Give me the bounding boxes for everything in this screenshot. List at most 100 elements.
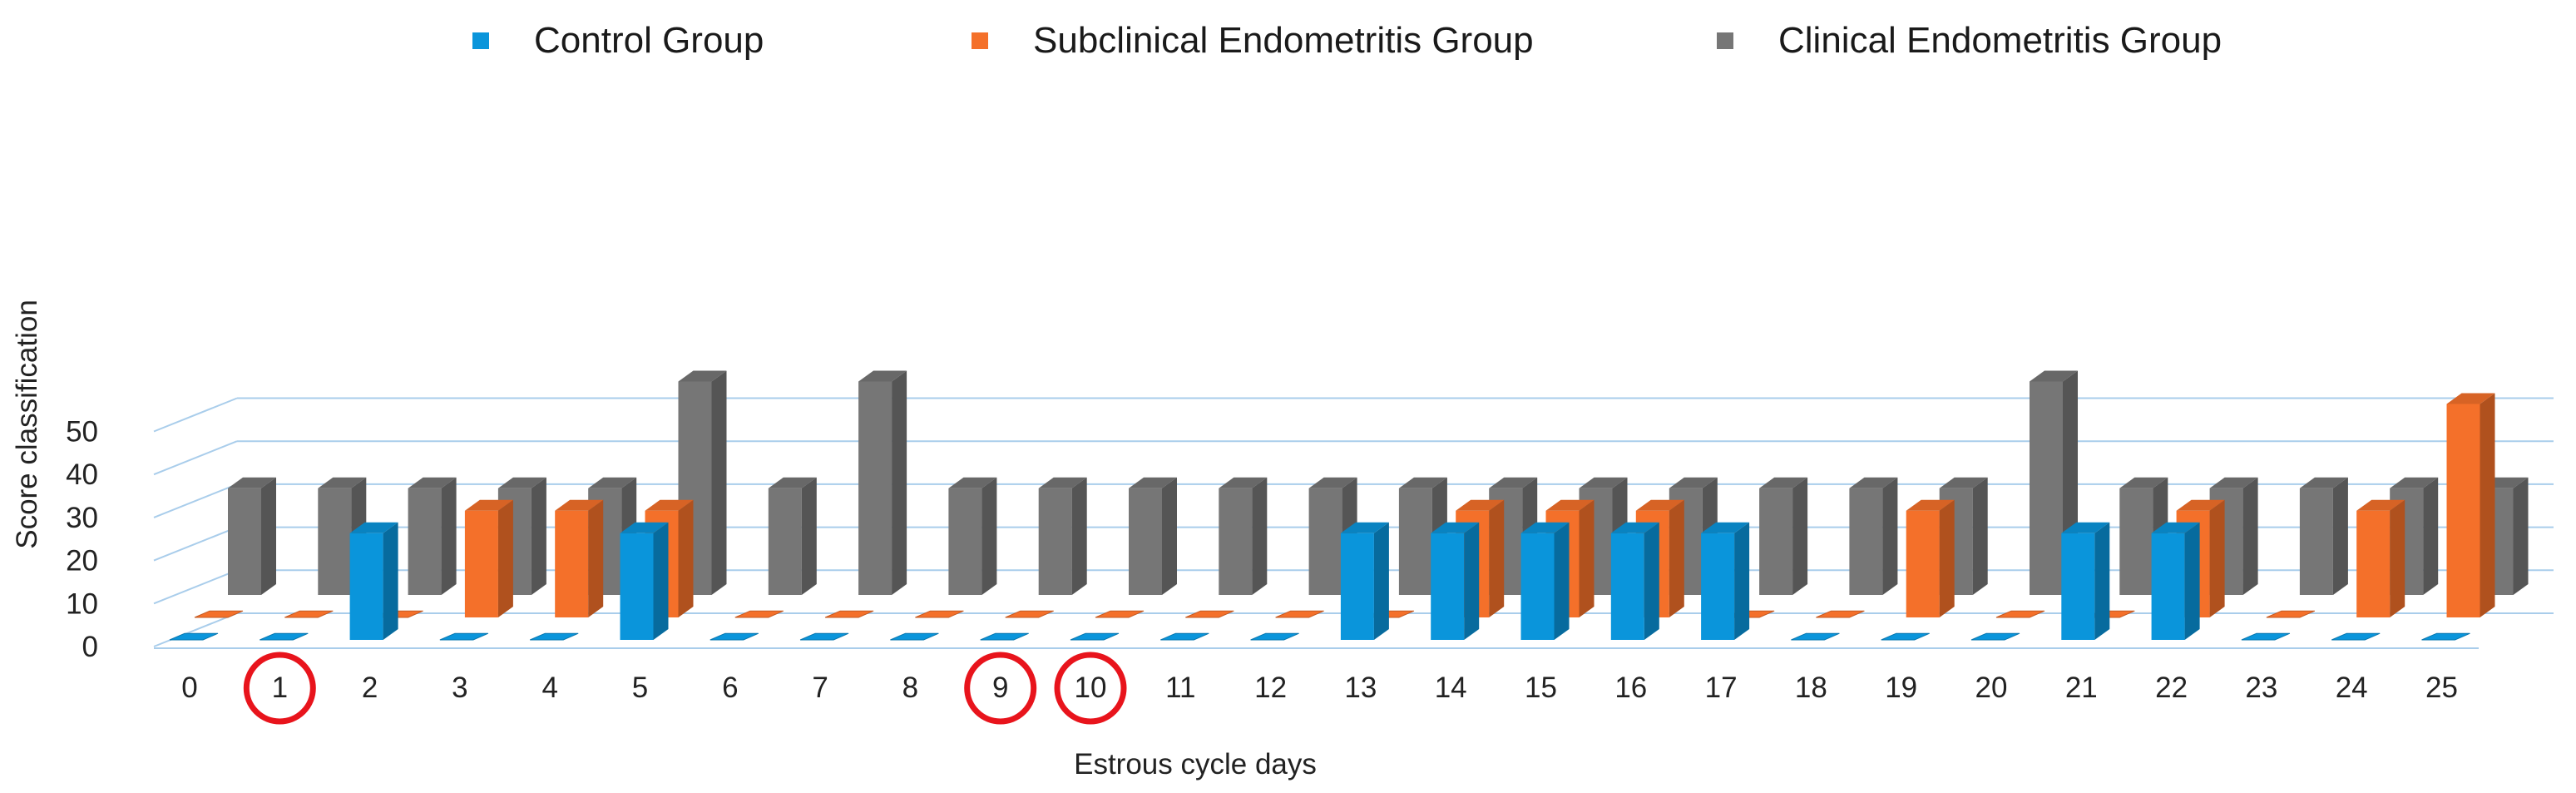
x-tick-label: 4 [541,672,557,704]
bar-subclinical-day-20 [1995,610,2045,618]
bar-clinical-day-11-top [1219,477,1268,488]
bar-clinical-day-22-top [2209,477,2258,488]
bar-subclinical-day-18-top [1816,610,1865,618]
bar-clinical-day-18 [1849,477,1898,595]
bar-control-day-23 [2241,632,2291,641]
bar-subclinical-day-3-front [464,510,498,617]
bar-clinical-day-18-side [1882,477,1898,595]
bar-control-day-21 [2061,522,2110,640]
legend: Control Group Subclinical Endometritis G… [0,12,2576,70]
bar-clinical-day-23-side [2332,477,2348,595]
bar-control-day-17 [1701,522,1750,640]
bar-subclinical-day-15-top [1545,499,1595,511]
x-tick-label: 22 [2155,672,2188,704]
bar-control-day-19 [1881,632,1930,641]
bar-subclinical-day-14-top [1456,499,1505,511]
bar-clinical-day-21 [2119,477,2168,595]
bar-subclinical-day-1-top [284,610,334,618]
bar-clinical-day-10-front [1129,488,1162,595]
bar-clinical-day-9-front [1038,488,1072,595]
bar-clinical-day-24-top [2390,477,2439,488]
bar-subclinical-day-16-side [1669,499,1684,617]
bar-control-day-21-side [2094,522,2110,640]
bar-control-day-22-top [2151,522,2200,533]
bar-clinical-day-12-top [1308,477,1357,488]
bar-control-day-0-top [169,632,219,641]
bar-subclinical-day-22-side [2209,499,2225,617]
bar-clinical-day-16-top [1669,477,1718,488]
bar-clinical-day-23-front [2299,488,2333,595]
bar-clinical-day-3-side [531,477,546,595]
bar-subclinical-day-9-top [1005,610,1054,618]
bar-clinical-day-20-top [2030,370,2078,382]
x-tick-label: 10 [1075,672,1107,704]
bar-subclinical-day-11 [1185,610,1234,618]
y-tick-label: 30 [66,502,98,534]
bar-subclinical-day-25-front [2446,404,2480,617]
bar-clinical-day-19-side [1972,477,1988,595]
highlight-circle-day-9 [964,652,1037,725]
legend-swatch-clinical [1717,32,1733,49]
bars [169,370,2529,641]
bar-subclinical-day-24-front [2356,510,2391,617]
bar-clinical-day-7-top [858,370,907,382]
x-tick-label: 5 [632,672,648,704]
bar-subclinical-day-10 [1095,610,1145,618]
bar-control-day-24 [2331,632,2381,641]
bar-control-day-11 [1160,632,1209,641]
x-tick-label: 24 [2336,672,2368,704]
bar-clinical-day-4-top [588,477,637,488]
bar-control-day-21-front [2061,533,2095,640]
x-tick-label: 3 [452,672,467,704]
x-tick-label: 14 [1435,672,1467,704]
bar-subclinical-day-24 [2356,499,2405,617]
x-tick-label: 20 [1975,672,2008,704]
bar-clinical-day-9 [1038,477,1087,595]
x-tick-label: 7 [812,672,828,704]
bar-control-day-5-side [653,522,669,640]
bar-clinical-day-8-top [948,477,997,488]
bar-clinical-day-0-side [261,477,276,595]
bar-control-day-13-top [1340,522,1389,533]
bar-control-day-4-top [530,632,579,641]
bar-subclinical-day-7 [824,610,874,618]
bar-control-day-18-top [1791,632,1840,641]
bar-control-day-14 [1431,522,1480,640]
bar-clinical-day-2 [408,477,457,595]
bar-control-day-3-top [439,632,489,641]
bar-subclinical-day-3-top [464,499,513,511]
x-tick-label: 17 [1705,672,1738,704]
bar-control-day-2 [349,522,398,640]
bar-subclinical-day-10-top [1095,610,1145,618]
bar-subclinical-day-3-side [497,499,513,617]
bar-clinical-day-2-side [441,477,457,595]
y-tick-labels: 0 10 20 30 40 50 [66,416,98,664]
x-tick-label: 12 [1254,672,1287,704]
bar-control-day-2-front [349,533,383,640]
bar-control-day-22-side [2184,522,2200,640]
bar-clinical-day-12-front [1308,488,1342,595]
bar-control-day-10-top [1070,632,1120,641]
y-axis-title: Score classification [11,300,43,549]
bar-clinical-day-20 [2030,370,2078,595]
x-tick-label: 23 [2245,672,2277,704]
bar-clinical-day-11 [1219,477,1268,595]
bar-control-day-4 [530,632,579,641]
legend-item-subclinical: Subclinical Endometritis Group [972,12,1534,70]
bar-subclinical-day-12 [1275,610,1324,618]
bar-clinical-day-10-top [1129,477,1177,488]
bar-control-day-21-top [2061,522,2110,533]
gridline-slant [153,483,238,518]
bar-control-day-1 [260,632,309,641]
bar-control-day-9 [980,632,1029,641]
bar-subclinical-day-19-top [1906,499,1955,511]
bar-clinical-day-14-top [1489,477,1538,488]
bar-subclinical-day-22-top [2176,499,2225,511]
bar-control-day-14-front [1431,533,1465,640]
bar-control-day-16 [1610,522,1659,640]
bar-subclinical-day-3 [464,499,513,617]
bar-subclinical-day-4-front [555,510,589,617]
gridline-slant [153,397,238,433]
bar-subclinical-day-24-top [2356,499,2405,511]
